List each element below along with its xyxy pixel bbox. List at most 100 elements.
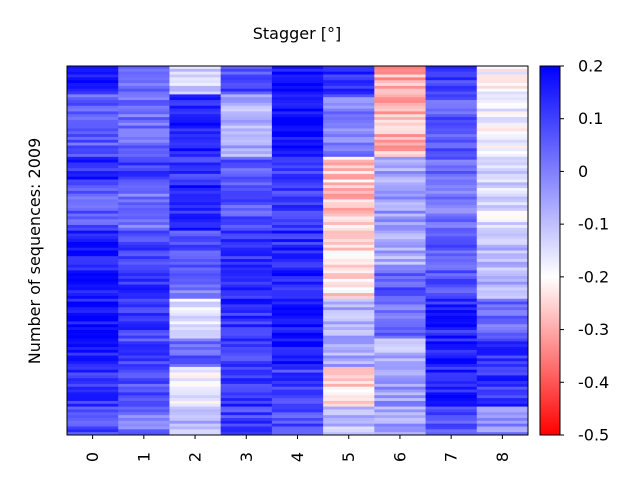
heatmap-cell xyxy=(169,117,222,121)
heatmap-cell xyxy=(67,102,119,107)
heatmap-cell xyxy=(67,290,119,294)
heatmap-cell xyxy=(425,230,478,234)
heatmap-cell xyxy=(118,114,170,118)
heatmap-cell xyxy=(67,162,119,166)
heatmap-cell xyxy=(323,213,375,217)
heatmap-cell xyxy=(476,100,529,104)
heatmap-cell xyxy=(220,378,273,382)
heatmap-cell xyxy=(425,386,478,390)
heatmap-cell xyxy=(374,68,426,73)
heatmap-cell xyxy=(67,165,119,169)
colorbar-tick-label: -0.5 xyxy=(578,426,609,445)
heatmap-cell xyxy=(476,298,529,302)
heatmap-cell xyxy=(374,355,426,359)
heatmap-cell xyxy=(118,71,170,75)
heatmap-cell xyxy=(220,205,273,209)
heatmap-cell xyxy=(271,375,324,379)
heatmap-cell xyxy=(271,355,324,359)
heatmap-cell xyxy=(374,372,426,376)
heatmap-cell xyxy=(323,264,375,268)
heatmap-cell xyxy=(220,256,273,260)
heatmap-cell xyxy=(67,85,119,90)
heatmap-cell xyxy=(169,100,222,104)
heatmap-cell xyxy=(374,151,426,155)
heatmap-cell xyxy=(271,341,324,345)
heatmap-cell xyxy=(323,216,375,220)
heatmap-cell xyxy=(67,71,119,75)
heatmap-cell xyxy=(169,131,222,135)
heatmap-cell xyxy=(476,136,529,141)
heatmap-cell xyxy=(271,270,324,274)
heatmap-cell xyxy=(220,173,273,178)
heatmap-cell xyxy=(67,415,119,419)
heatmap-cell xyxy=(476,406,529,410)
heatmap-cell xyxy=(118,85,170,90)
heatmap-cell xyxy=(323,139,375,144)
heatmap-cell xyxy=(374,185,426,189)
heatmap-cell xyxy=(67,222,119,226)
heatmap-cell xyxy=(169,335,222,339)
heatmap-cell xyxy=(67,358,119,362)
heatmap-cell xyxy=(374,327,426,331)
heatmap-cell xyxy=(118,409,170,413)
heatmap-cell xyxy=(374,222,426,226)
heatmap-cell xyxy=(425,310,478,314)
heatmap-cell xyxy=(118,108,170,112)
heatmap-cell xyxy=(425,338,478,342)
heatmap-cell xyxy=(323,420,375,425)
heatmap-cell xyxy=(220,179,273,183)
heatmap-cell xyxy=(271,298,324,302)
heatmap-cell xyxy=(67,151,119,155)
heatmap-cell xyxy=(169,398,222,402)
heatmap-cell xyxy=(374,329,426,334)
heatmap-cell xyxy=(220,85,273,90)
heatmap-cell xyxy=(425,349,478,354)
heatmap-cell xyxy=(169,128,222,132)
heatmap-cell xyxy=(374,193,426,197)
heatmap-cell xyxy=(271,142,324,146)
heatmap-cell xyxy=(220,100,273,104)
heatmap-cell xyxy=(118,125,170,129)
heatmap-cell xyxy=(374,409,426,413)
heatmap-cell xyxy=(323,168,375,172)
heatmap-cell xyxy=(169,188,222,192)
heatmap-cell xyxy=(425,102,478,107)
heatmap-cell xyxy=(169,295,222,300)
heatmap-cell xyxy=(323,190,375,195)
heatmap-cell xyxy=(220,105,273,109)
heatmap-cell xyxy=(67,176,119,180)
heatmap-cell xyxy=(374,423,426,427)
heatmap-cell xyxy=(220,253,273,257)
heatmap-cell xyxy=(220,213,273,217)
heatmap-cell xyxy=(425,131,478,135)
heatmap-cell xyxy=(476,403,529,408)
heatmap-cell xyxy=(118,267,170,271)
heatmap-cell xyxy=(67,227,119,232)
heatmap-cell xyxy=(476,375,529,379)
heatmap-cell xyxy=(425,108,478,112)
heatmap-cell xyxy=(425,71,478,75)
heatmap-cell xyxy=(271,261,324,266)
heatmap-cell xyxy=(169,304,222,308)
heatmap-cell xyxy=(374,111,426,115)
heatmap-cell xyxy=(323,222,375,226)
heatmap-cell xyxy=(169,122,222,127)
heatmap-cell xyxy=(374,88,426,92)
heatmap-cell xyxy=(220,321,273,325)
heatmap-cell xyxy=(374,105,426,109)
heatmap-cell xyxy=(67,409,119,413)
heatmap-cell xyxy=(118,74,170,78)
heatmap-cell xyxy=(169,162,222,166)
heatmap-cell xyxy=(476,256,529,260)
heatmap-cell xyxy=(476,281,529,285)
heatmap-cell xyxy=(425,253,478,257)
heatmap-cell xyxy=(67,185,119,189)
heatmap-cell xyxy=(118,315,170,320)
heatmap-cell xyxy=(271,173,324,178)
heatmap-cell xyxy=(476,312,529,317)
heatmap-cell xyxy=(67,312,119,317)
heatmap-cell xyxy=(374,224,426,229)
heatmap-cell xyxy=(425,244,478,249)
heatmap-cell xyxy=(67,426,119,430)
heatmap-cell xyxy=(374,128,426,132)
